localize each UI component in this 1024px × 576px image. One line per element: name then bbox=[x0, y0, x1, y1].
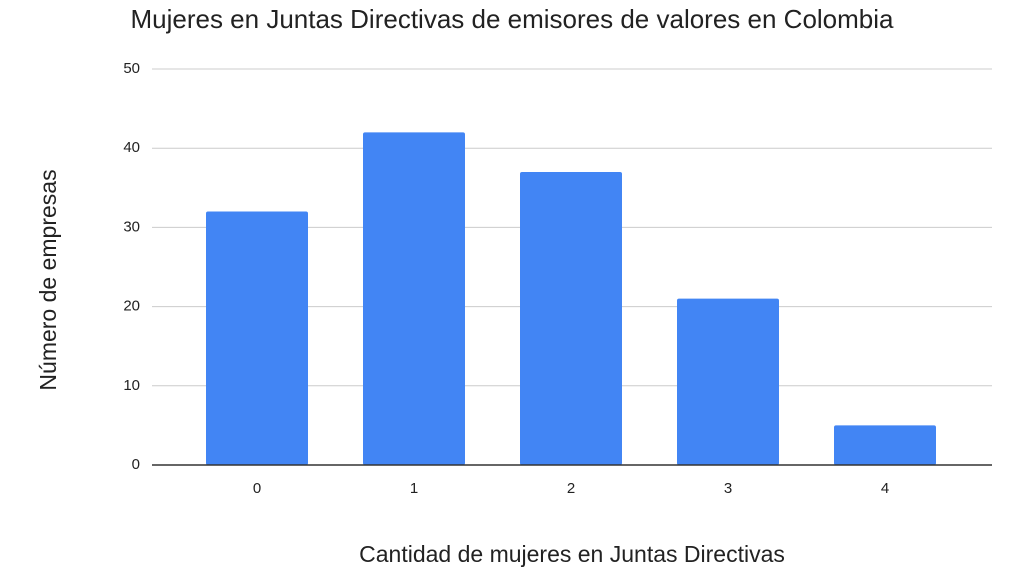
x-tick-label: 0 bbox=[253, 480, 261, 497]
y-axis-label: Número de empresas bbox=[35, 169, 61, 390]
y-tick-label: 30 bbox=[123, 218, 140, 235]
y-tick-label: 0 bbox=[132, 456, 140, 473]
y-tick-label: 40 bbox=[123, 139, 140, 156]
bar bbox=[677, 298, 779, 465]
x-tick-label: 2 bbox=[567, 480, 575, 497]
bar bbox=[206, 211, 308, 465]
x-tick-label: 4 bbox=[881, 480, 889, 497]
x-axis-label: Cantidad de mujeres en Juntas Directivas bbox=[359, 541, 785, 567]
x-tick-label: 3 bbox=[724, 480, 732, 497]
chart-title: Mujeres en Juntas Directivas de emisores… bbox=[130, 4, 894, 34]
bar bbox=[363, 132, 465, 466]
bar bbox=[834, 425, 936, 465]
y-tick-label: 50 bbox=[123, 60, 140, 77]
y-tick-label: 10 bbox=[123, 377, 140, 394]
y-tick-label: 20 bbox=[123, 298, 140, 315]
x-tick-label: 1 bbox=[410, 480, 418, 497]
bar bbox=[520, 171, 622, 465]
